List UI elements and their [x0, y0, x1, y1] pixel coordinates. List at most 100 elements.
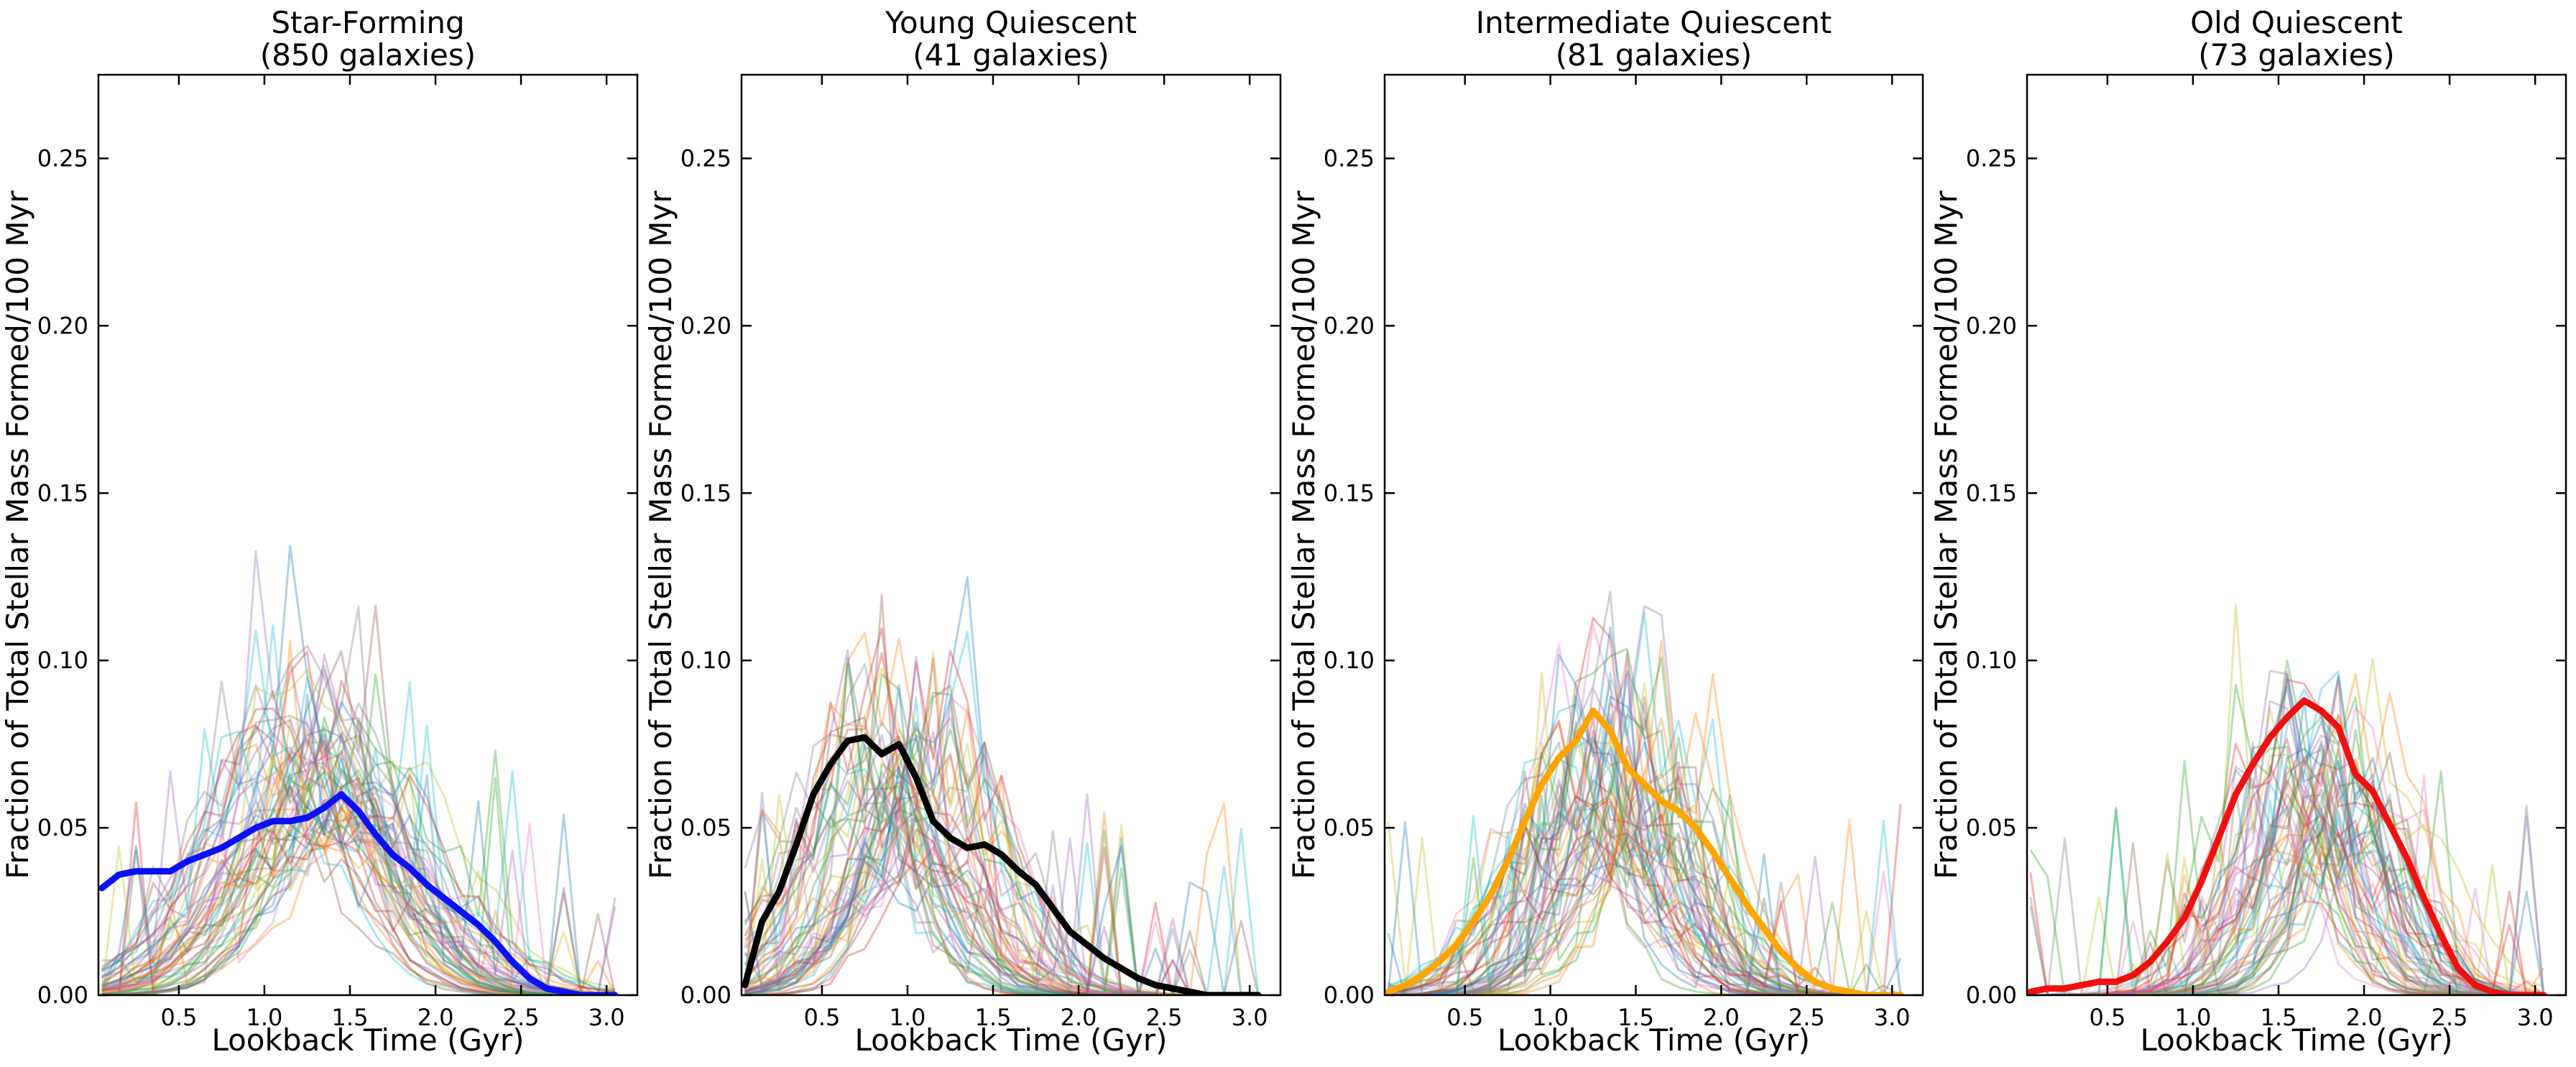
galaxy-sfh-line [101, 693, 616, 995]
x-tick-label: 2.5 [1146, 1004, 1183, 1031]
x-axis-label: Lookback Time (Gyr) [2140, 1022, 2452, 1058]
x-tick-label: 3.0 [588, 1004, 625, 1031]
x-tick-label: 0.5 [160, 1004, 197, 1031]
galaxy-sfh-line [744, 700, 1258, 995]
galaxy-sfh-line [1388, 611, 1901, 995]
galaxy-sfh-line [101, 770, 616, 995]
galaxy-sfh-line [2030, 706, 2544, 995]
panel-subtitle: (81 galaxies) [1556, 37, 1753, 73]
y-tick-label: 0.00 [680, 981, 731, 1009]
galaxy-sfh-line [1388, 772, 1901, 995]
y-tick-label: 0.10 [37, 647, 88, 674]
galaxy-sfh-line [1388, 823, 1901, 995]
galaxy-sfh-line [744, 667, 1258, 995]
panel-title: Intermediate Quiescent [1476, 5, 1832, 40]
x-tick-label: 2.0 [2346, 1004, 2383, 1031]
galaxy-sfh-line [2030, 775, 2544, 995]
galaxy-sfh-line [101, 767, 615, 995]
galaxy-sfh-line [1388, 776, 1901, 995]
galaxy-sfh-line [1388, 656, 1901, 995]
galaxy-sfh-line [1388, 745, 1901, 995]
galaxy-sfh-line [1388, 703, 1901, 995]
y-tick-label: 0.20 [1324, 312, 1375, 339]
galaxy-sfh-line [101, 719, 616, 992]
x-tick-label: 2.0 [1703, 1004, 1740, 1031]
y-tick-label: 0.05 [37, 814, 88, 841]
galaxy-sfh-line [101, 605, 616, 995]
galaxy-sfh-line [2030, 688, 2544, 995]
galaxy-sfh-line [101, 733, 616, 995]
y-tick-label: 0.25 [37, 144, 88, 172]
galaxy-sfh-line [101, 776, 616, 995]
galaxy-sfh-line [101, 749, 615, 995]
x-axis-label: Lookback Time (Gyr) [854, 1022, 1167, 1058]
panel-subtitle: (850 galaxies) [260, 37, 476, 73]
galaxy-sfh-line [1388, 624, 1901, 995]
galaxy-sfh-line [744, 696, 1260, 995]
galaxy-sfh-line [744, 650, 1258, 995]
galaxy-sfh-line [744, 652, 1258, 995]
galaxy-sfh-line [101, 702, 616, 995]
galaxy-sfh-line [101, 748, 616, 995]
panel-1: 0.00 0.05 0.10 0.15 0.20 0.25 0.5 1.0 1.5 2.0 2.5 3… [0, 5, 639, 1058]
galaxy-sfh-line [744, 650, 1258, 995]
plot-frame [97, 73, 639, 997]
plot-frame [1383, 73, 1924, 997]
galaxy-sfh-line [744, 684, 1258, 995]
galaxy-sfh-line [2030, 832, 2544, 995]
panel-subtitle: (73 galaxies) [2198, 37, 2395, 73]
galaxy-sfh-line [744, 716, 1258, 995]
galaxy-sfh-line [101, 681, 616, 995]
galaxy-sfh-line [744, 817, 1258, 995]
y-tick-label: 0.10 [1324, 647, 1375, 674]
galaxy-sfh-line [744, 815, 1258, 995]
x-axis-label: Lookback Time (Gyr) [211, 1022, 524, 1058]
galaxy-sfh-line [2030, 759, 2544, 995]
galaxy-sfh-line [101, 774, 616, 995]
y-tick-label: 0.05 [1966, 814, 2017, 841]
y-tick-label: 0.00 [1966, 981, 2017, 1009]
galaxy-sfh-line [1388, 682, 1901, 995]
galaxy-sfh-line [1388, 616, 1901, 995]
x-tick-label: 2.0 [417, 1004, 454, 1031]
panel-3: 0.00 0.05 0.10 0.15 0.20 0.25 0.5 1.0 1.5 2.0 2.5 3… [1286, 5, 1924, 1058]
median-line [2027, 697, 2547, 995]
panel-title: Star-Forming [271, 5, 464, 40]
panel-title: Young Quiescent [885, 5, 1137, 40]
galaxy-sfh-line [1387, 627, 1901, 995]
plot-frame [740, 73, 1282, 997]
galaxy-sfh-line [1388, 721, 1901, 995]
y-tick-label: 0.05 [1324, 814, 1375, 841]
galaxy-sfh-line [744, 765, 1258, 995]
median-line [1385, 707, 1904, 995]
galaxy-sfh-line [101, 729, 616, 995]
galaxy-sfh-line [744, 796, 1258, 995]
panel-2: 0.00 0.05 0.10 0.15 0.20 0.25 0.5 1.0 1.5 2.0 2.5 3… [643, 5, 1282, 1058]
galaxy-sfh-line [744, 742, 1258, 995]
galaxy-sfh-line [744, 825, 1258, 995]
galaxy-sfh-line [1388, 829, 1901, 995]
y-tick-label: 0.25 [680, 144, 731, 172]
galaxy-sfh-line [2030, 768, 2544, 995]
galaxy-sfh-line [744, 767, 1258, 995]
galaxy-sfh-line [2030, 678, 2544, 995]
galaxy-sfh-line [1388, 830, 1901, 995]
galaxy-sfh-line [744, 662, 1258, 995]
galaxy-sfh-line [744, 787, 1258, 995]
galaxy-sfh-line [1388, 696, 1901, 995]
panel-title: Old Quiescent [2190, 5, 2403, 40]
galaxy-sfh-line [2029, 775, 2544, 995]
galaxy-sfh-line [744, 703, 1258, 995]
galaxy-sfh-line [101, 673, 616, 995]
galaxy-sfh-line [744, 731, 1258, 995]
galaxy-sfh-line [744, 657, 1258, 995]
galaxy-sfh-line [744, 721, 1258, 995]
galaxy-sfh-line [744, 798, 1258, 995]
y-tick-label: 0.15 [37, 479, 88, 507]
galaxy-sfh-line [101, 833, 616, 995]
y-tick-label: 0.20 [37, 312, 88, 339]
galaxy-sfh-line [744, 777, 1258, 995]
x-tick-label: 1.0 [2175, 1004, 2212, 1031]
galaxy-sfh-line [744, 752, 1258, 995]
x-axis-label: Lookback Time (Gyr) [1497, 1022, 1810, 1058]
